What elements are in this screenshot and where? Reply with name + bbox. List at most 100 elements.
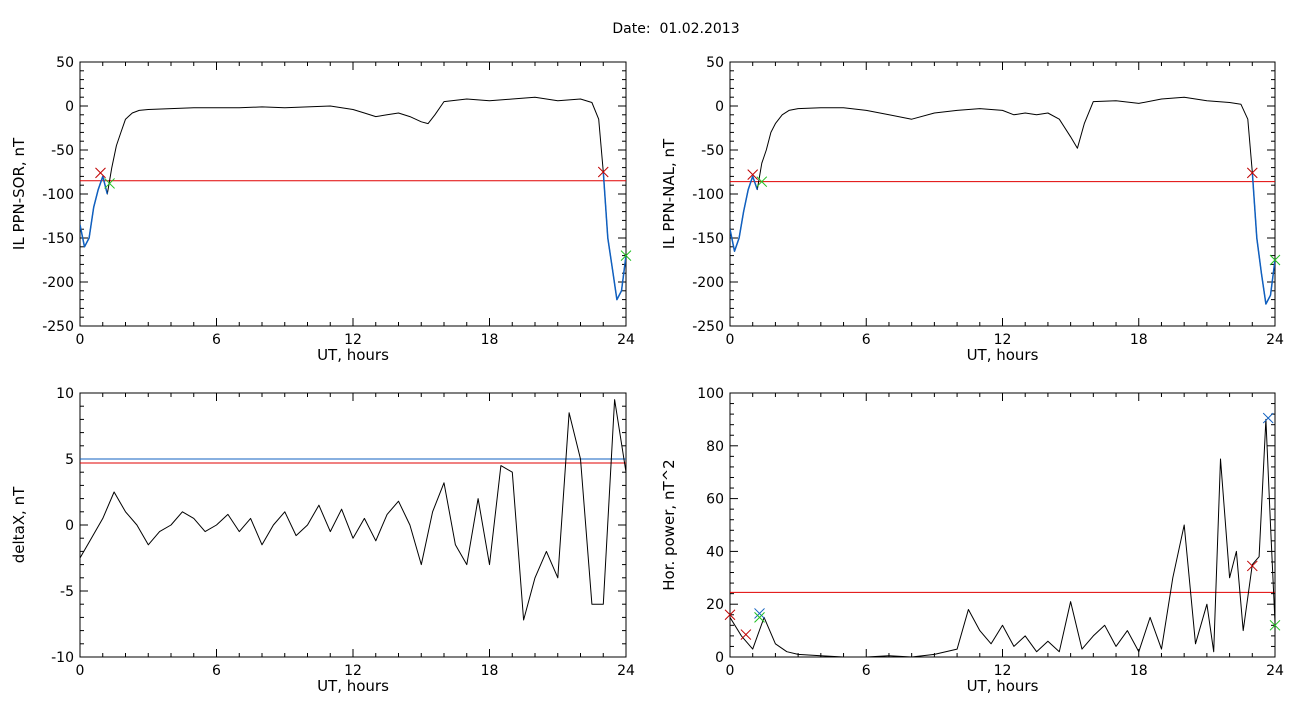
bottom-right-y-tick-label: 40 bbox=[706, 544, 724, 560]
bottom-left-x-axis-label: UT, hours bbox=[317, 677, 389, 695]
bottom-left-x-tick-label: 0 bbox=[76, 663, 85, 679]
top-right-x-tick-label: 24 bbox=[1266, 332, 1284, 348]
bottom-left-y-tick-label: -5 bbox=[60, 584, 74, 600]
top-left-x-marker-3 bbox=[620, 250, 632, 261]
top-left-y-tick-label: -100 bbox=[42, 187, 74, 203]
top-left-data-group bbox=[80, 96, 626, 301]
top-left-x-tick-label: 24 bbox=[617, 332, 635, 348]
top-right-x-marker-3 bbox=[1269, 254, 1281, 266]
bottom-right-y-tick-label: 20 bbox=[706, 597, 724, 613]
top-right-x-marker-stroke-b bbox=[1246, 167, 1258, 179]
top-left-blue-segment-0 bbox=[80, 175, 109, 248]
chart-panel-bottom-right: 0 6 12 18 24 0 20 40 60 80 100 UT, hours Hor. power,… bbox=[660, 386, 1284, 695]
bottom-right-x-marker-stroke-b bbox=[1246, 560, 1258, 572]
top-right-x-axis-label: UT, hours bbox=[967, 346, 1039, 364]
top-left-x-marker-stroke-b bbox=[95, 167, 106, 179]
top-left-y-axis-label: IL PPN-SOR, nT bbox=[10, 137, 28, 250]
top-right-y-tick-label: -200 bbox=[692, 275, 724, 291]
bottom-right-x-tick-label: 6 bbox=[862, 663, 871, 679]
top-right-series-line-0 bbox=[730, 96, 1275, 305]
bottom-right-x-tick-label: 12 bbox=[994, 663, 1012, 679]
bottom-right-x-marker-stroke-b bbox=[1269, 619, 1281, 631]
bottom-left-y-tick-label: 0 bbox=[65, 518, 74, 534]
bottom-right-y-axis-label: Hor. power, nT^2 bbox=[660, 459, 678, 590]
date-title-date: 01.02.2013 bbox=[659, 21, 739, 37]
bottom-right-x-tick-label: 0 bbox=[726, 663, 735, 679]
bottom-left-y-tick-label: -10 bbox=[51, 650, 74, 666]
date-title-prefix: Date: bbox=[612, 21, 650, 37]
top-left-x-marker-1 bbox=[104, 178, 115, 189]
bottom-right-y-tick-label: 0 bbox=[715, 650, 724, 666]
bottom-right-series-line-0 bbox=[730, 418, 1275, 657]
bottom-left-y-axis-label: deltaX, nT bbox=[10, 486, 28, 563]
bottom-right-x-marker-2 bbox=[754, 608, 765, 619]
top-left-blue-segment-1 bbox=[602, 171, 626, 301]
bottom-right-x-marker-3 bbox=[754, 612, 765, 623]
top-right-y-tick-label: -150 bbox=[692, 231, 724, 247]
top-right-x-tick-label: 6 bbox=[862, 332, 871, 348]
bottom-right-x-marker-0 bbox=[724, 609, 736, 621]
date-title: Date: 01.02.2013 bbox=[612, 21, 739, 37]
top-left-series-line-0 bbox=[80, 96, 626, 301]
bottom-right-x-marker-5 bbox=[1262, 412, 1274, 424]
bottom-right-x-marker-stroke-b bbox=[1262, 412, 1274, 424]
top-left-y-tick-label: -50 bbox=[51, 143, 74, 159]
bottom-right-x-marker-6 bbox=[1269, 619, 1281, 631]
top-left-x-tick-label: 12 bbox=[344, 332, 362, 348]
chart-panel-bottom-left: 0 6 12 18 24 -10 -5 0 5 10 UT, hours deltaX, nT bbox=[10, 386, 635, 695]
top-right-x-tick-label: 18 bbox=[1130, 332, 1148, 348]
top-right-x-marker-2 bbox=[1246, 167, 1258, 179]
bottom-left-x-tick-label: 6 bbox=[212, 663, 221, 679]
top-left-x-axis-label: UT, hours bbox=[317, 346, 389, 364]
chart-panel-top-right: 0 6 12 18 24 -250 -200 -150 -100 -50 0 50 UT, hours I… bbox=[660, 55, 1284, 364]
bottom-left-x-tick-label: 18 bbox=[481, 663, 499, 679]
bottom-right-x-tick-label: 24 bbox=[1266, 663, 1284, 679]
top-left-y-tick-label: 50 bbox=[56, 55, 74, 71]
bottom-right-x-marker-stroke-b bbox=[754, 608, 765, 619]
top-right-x-marker-1 bbox=[756, 176, 768, 188]
bottom-left-data-group bbox=[80, 399, 626, 621]
top-right-data-group bbox=[730, 96, 1275, 305]
bottom-left-y-tick-label: 5 bbox=[65, 452, 74, 468]
top-right-x-marker-0 bbox=[747, 169, 759, 180]
bottom-right-x-marker-stroke-b bbox=[724, 609, 736, 621]
bottom-left-y-tick-label: 10 bbox=[56, 386, 74, 402]
top-left-y-tick-label: -250 bbox=[42, 319, 74, 335]
top-right-x-tick-label: 0 bbox=[726, 332, 735, 348]
top-right-blue-segment-1 bbox=[1251, 171, 1275, 305]
top-left-x-marker-0 bbox=[95, 167, 106, 179]
top-right-x-marker-stroke-b bbox=[756, 176, 768, 188]
top-left-y-tick-label: -200 bbox=[42, 275, 74, 291]
top-right-y-tick-label: -50 bbox=[701, 143, 724, 159]
bottom-right-y-tick-label: 80 bbox=[706, 439, 724, 455]
top-right-blue-segment-0 bbox=[730, 175, 759, 252]
top-right-x-marker-stroke-b bbox=[1269, 254, 1281, 266]
chart-panel-top-left: 0 6 12 18 24 -250 -200 -150 -100 -50 0 50 UT, hours I… bbox=[10, 55, 635, 364]
top-right-y-tick-label: 50 bbox=[706, 55, 724, 71]
top-left-x-marker-2 bbox=[597, 166, 609, 178]
bottom-left-x-tick-label: 24 bbox=[617, 663, 635, 679]
top-left-x-tick-label: 6 bbox=[212, 332, 221, 348]
bottom-right-x-marker-1 bbox=[740, 629, 752, 640]
bottom-right-y-tick-label: 60 bbox=[706, 492, 724, 508]
top-right-plot-frame bbox=[729, 61, 1276, 327]
top-right-x-tick-label: 12 bbox=[994, 332, 1012, 348]
bottom-right-x-marker-stroke-b bbox=[740, 629, 752, 640]
top-left-x-tick-label: 18 bbox=[481, 332, 499, 348]
top-left-y-tick-label: 0 bbox=[65, 99, 74, 115]
top-right-y-axis-label: IL PPN-NAL, nT bbox=[660, 138, 678, 249]
bottom-right-x-marker-stroke-b bbox=[754, 612, 765, 623]
top-right-y-tick-label: -100 bbox=[692, 187, 724, 203]
bottom-right-x-tick-label: 18 bbox=[1130, 663, 1148, 679]
top-left-x-marker-stroke-b bbox=[104, 178, 115, 189]
top-right-y-tick-label: -250 bbox=[692, 319, 724, 335]
bottom-right-data-group bbox=[730, 418, 1275, 657]
top-left-x-tick-label: 0 bbox=[76, 332, 85, 348]
top-right-y-tick-label: 0 bbox=[715, 99, 724, 115]
top-right-x-marker-stroke-b bbox=[747, 169, 759, 180]
bottom-left-plot-frame bbox=[79, 392, 627, 658]
bottom-left-series-line-0 bbox=[80, 399, 626, 621]
bottom-right-y-tick-label: 100 bbox=[697, 386, 724, 402]
